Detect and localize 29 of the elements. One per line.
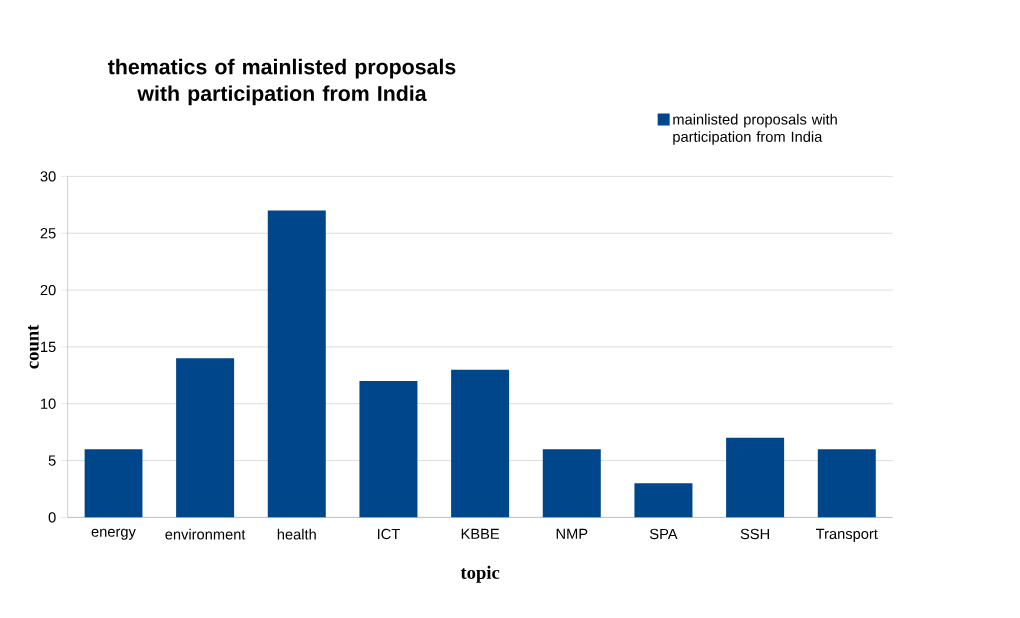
- x-tick-label: Transport: [816, 528, 878, 542]
- y-tick-label: 30: [40, 171, 56, 182]
- bar: [726, 437, 785, 518]
- bar: [176, 358, 235, 518]
- bar: [359, 381, 418, 518]
- y-tick-label: 10: [41, 398, 56, 409]
- x-axis-title: topic: [460, 565, 500, 583]
- bar: [634, 483, 693, 518]
- y-tick-label: 5: [48, 455, 56, 466]
- y-axis-title: count: [28, 324, 39, 369]
- bar: [84, 449, 143, 518]
- bar: [817, 449, 876, 518]
- x-tick-label: KBBE: [461, 528, 500, 539]
- bar: [451, 369, 510, 518]
- x-tick-label: energy: [91, 528, 136, 540]
- x-tick-label: NMP: [556, 528, 588, 539]
- x-tick-label: environment: [165, 528, 246, 540]
- bar: [542, 449, 601, 518]
- x-tick-label: SSH: [740, 528, 769, 540]
- y-tick-label: 0: [48, 512, 56, 523]
- y-tick-label: 15: [41, 341, 56, 353]
- x-tick-label: SPA: [649, 528, 678, 540]
- y-tick-label: 25: [40, 228, 56, 239]
- chart-title: thematics of mainlisted proposals with participation from India: [108, 58, 456, 106]
- legend-label: mainlisted proposals with participation from India: [673, 113, 837, 145]
- x-tick-label: health: [277, 528, 316, 540]
- bar: [267, 210, 326, 518]
- x-tick-label: ICT: [377, 528, 400, 540]
- y-tick-label: 20: [40, 284, 56, 296]
